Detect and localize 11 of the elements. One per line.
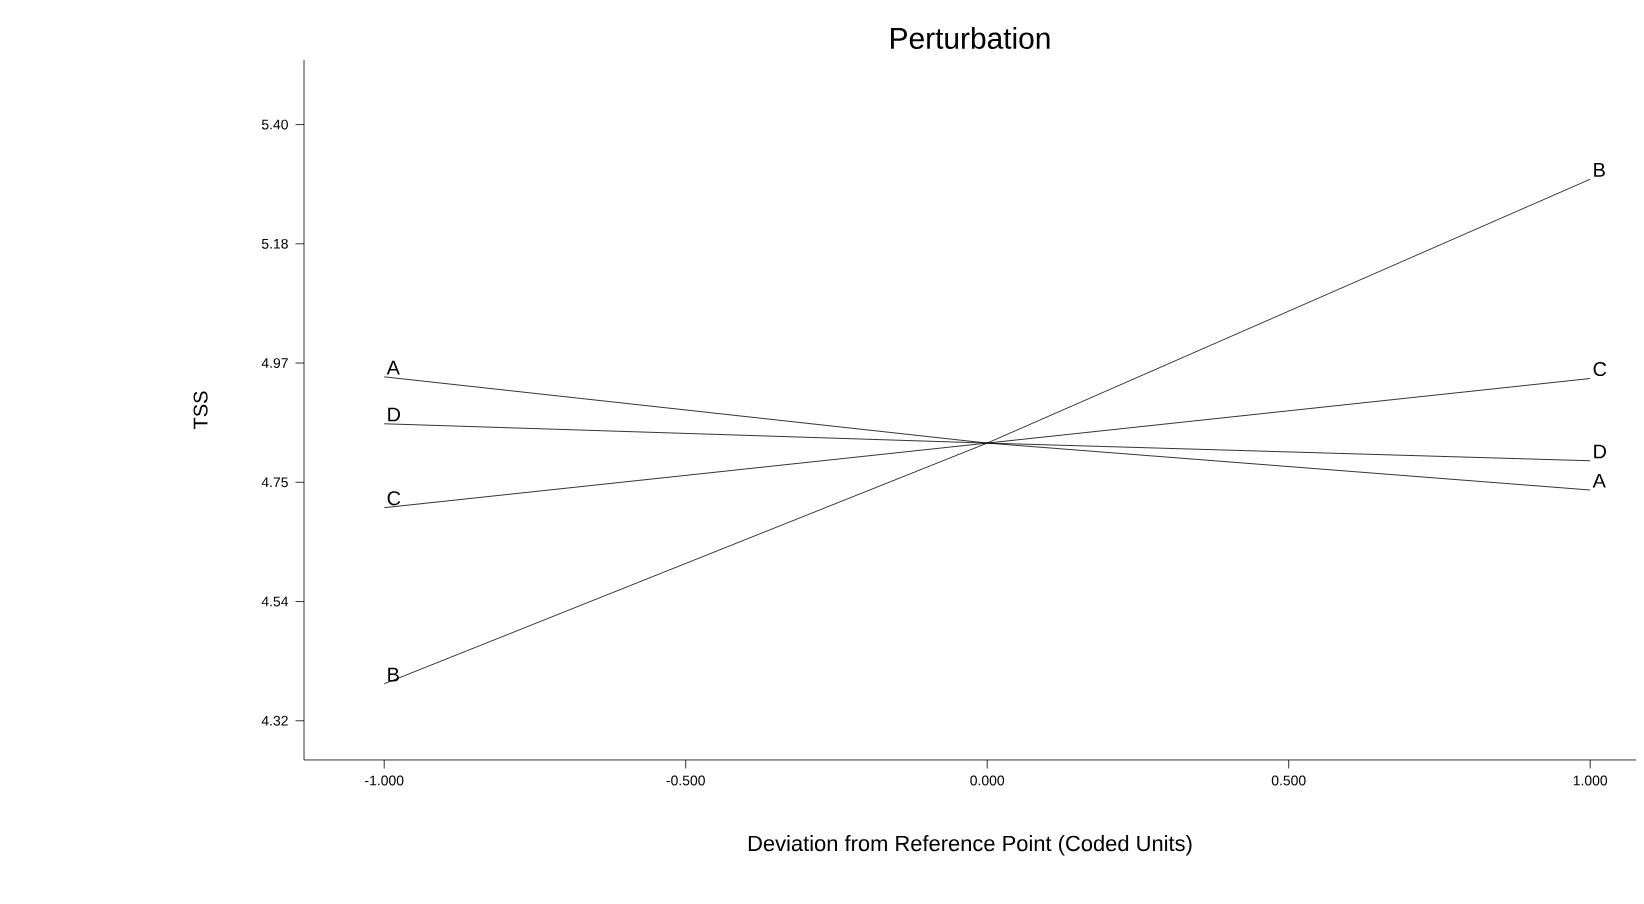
text: B bbox=[1594, 163, 1605, 177]
series-label: C bbox=[387, 491, 401, 506]
text: A bbox=[1592, 473, 1606, 488]
series-label: D bbox=[388, 407, 401, 422]
chart-title: Perturbation bbox=[891, 27, 1050, 49]
x-axis-title: Deviation from Reference Point (Coded Units) bbox=[748, 835, 1192, 856]
y-axis-title: TSS bbox=[193, 391, 208, 429]
series-label: B bbox=[388, 667, 399, 682]
text: D bbox=[1594, 444, 1607, 459]
text: C bbox=[1593, 362, 1607, 377]
series-label: A bbox=[386, 360, 400, 375]
